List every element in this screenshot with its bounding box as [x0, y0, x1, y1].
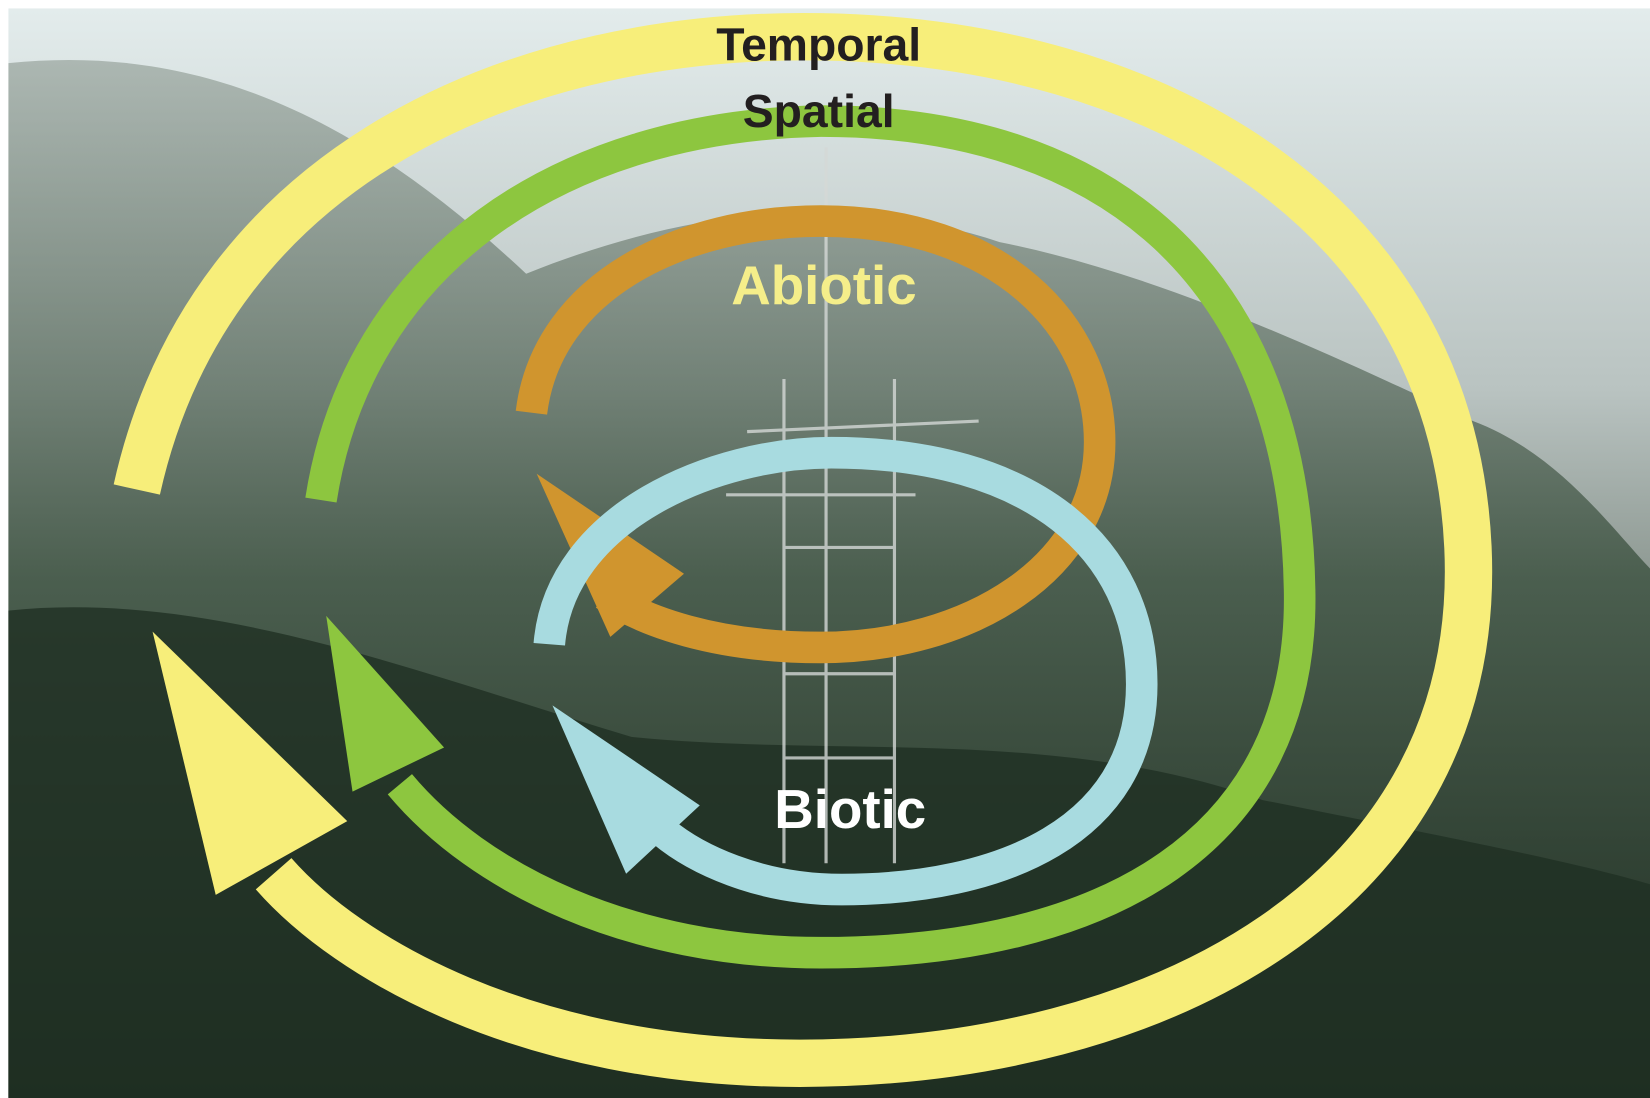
spatial-label: Spatial	[743, 85, 895, 137]
background-photo	[8, 8, 1650, 1098]
diagram: Temporal Spatial Abiotic Biotic	[0, 0, 1650, 1098]
abiotic-label: Abiotic	[731, 254, 916, 316]
temporal-label: Temporal	[716, 19, 921, 71]
page: Temporal Spatial Abiotic Biotic (() => {…	[0, 0, 1650, 1098]
biotic-label: Biotic	[774, 778, 926, 840]
